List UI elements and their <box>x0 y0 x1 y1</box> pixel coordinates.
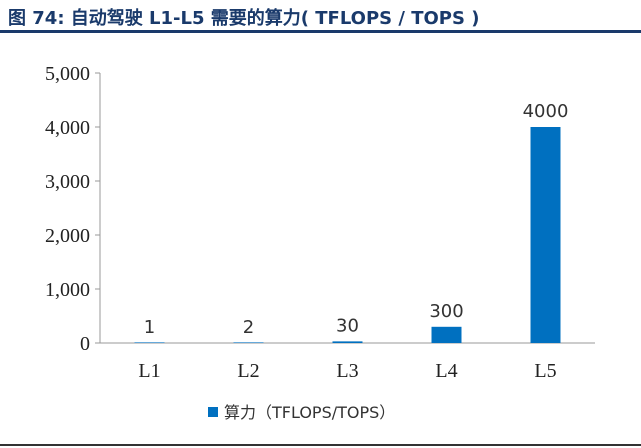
legend-swatch <box>208 407 218 417</box>
y-tick-label: 5,000 <box>45 63 90 85</box>
y-axis-ticks: 0 1,000 2,000 3,000 4,000 5,000 <box>45 63 100 355</box>
title-underline <box>0 30 641 33</box>
x-tick-label: L2 <box>237 360 259 382</box>
data-label: 30 <box>336 315 359 336</box>
y-tick-label: 0 <box>80 333 90 355</box>
legend: 算力（TFLOPS/TOPS） <box>208 403 395 422</box>
x-tick-label: L4 <box>435 360 457 382</box>
bar-l3 <box>332 341 363 343</box>
bottom-rule <box>0 444 641 446</box>
x-tick-label: L5 <box>534 360 556 382</box>
legend-label: 算力（TFLOPS/TOPS） <box>224 403 395 422</box>
data-label: 4000 <box>523 101 569 122</box>
bar-l2 <box>233 342 264 343</box>
figure-title: 图 74: 自动驾驶 L1-L5 需要的算力( TFLOPS / TOPS ) <box>8 8 480 29</box>
data-label: 300 <box>429 301 463 322</box>
data-labels: 1 2 30 300 4000 <box>144 101 569 338</box>
x-tick-label: L1 <box>138 360 160 382</box>
y-tick-label: 2,000 <box>45 225 90 247</box>
y-tick-label: 3,000 <box>45 171 90 193</box>
bars <box>134 127 561 343</box>
y-tick-label: 4,000 <box>45 117 90 139</box>
data-label: 2 <box>243 317 254 338</box>
x-tick-label: L3 <box>336 360 358 382</box>
x-axis-ticks: L1 L2 L3 L4 L5 <box>138 360 556 382</box>
bar-l4 <box>431 326 462 343</box>
bar-l1 <box>134 342 165 343</box>
data-label: 1 <box>144 317 155 338</box>
bar-l5 <box>530 127 561 343</box>
y-tick-label: 1,000 <box>45 279 90 301</box>
